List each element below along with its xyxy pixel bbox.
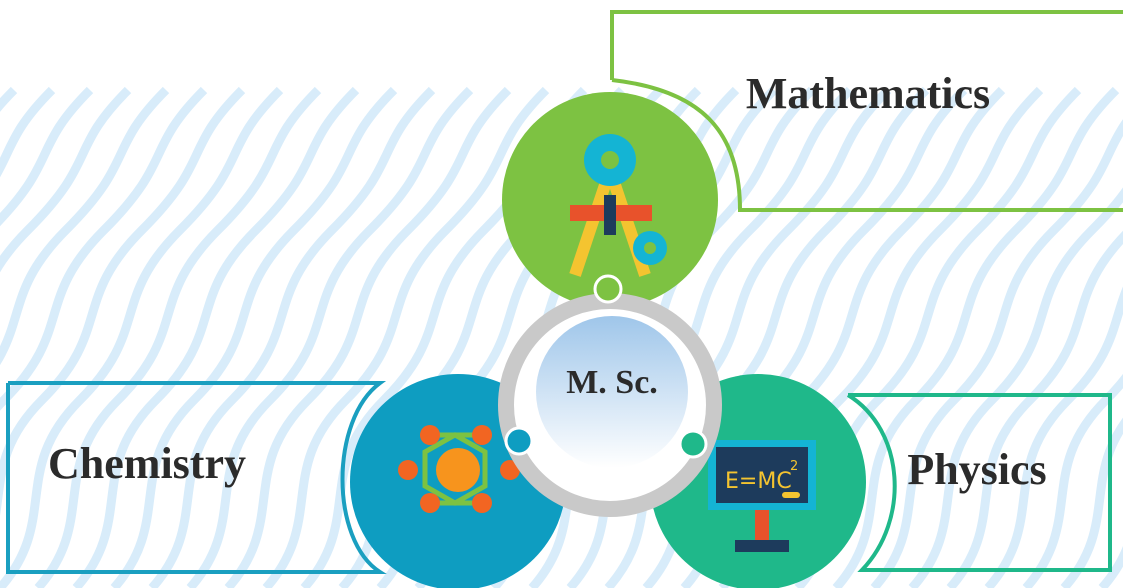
chemistry-label: Chemistry (48, 439, 246, 488)
wave (0, 86, 94, 227)
wave (832, 86, 1120, 588)
wave (1022, 373, 1123, 588)
wave (34, 86, 322, 588)
mathematics-frame (610, 10, 1123, 212)
wave (148, 86, 436, 588)
wave (0, 86, 132, 273)
wave (224, 86, 512, 588)
connector-dot (504, 426, 534, 456)
wave (0, 86, 208, 412)
physics-frame (846, 393, 1112, 572)
wave (0, 86, 56, 178)
wave (870, 119, 1123, 588)
connector-dot (678, 429, 708, 459)
connector-dot (593, 274, 623, 304)
formula-text: E=MC (725, 469, 792, 494)
wave (186, 86, 474, 588)
wave (1060, 417, 1123, 588)
wave (0, 86, 284, 588)
formula-superscript: 2 (790, 459, 798, 474)
chemistry-frame (6, 381, 387, 574)
wave (908, 187, 1123, 588)
wave (984, 286, 1123, 588)
wave (72, 86, 360, 588)
wave (946, 230, 1123, 588)
compass-icon (569, 134, 667, 277)
mathematics-label: Mathematics (746, 69, 990, 118)
molecule-icon (398, 425, 520, 513)
center-label: M. Sc. (566, 364, 658, 401)
center-circle (536, 316, 688, 468)
physics-label: Physics (907, 445, 1046, 494)
wave (0, 86, 170, 366)
wave (110, 86, 398, 588)
blackboard-icon: E=MC 2 (708, 440, 816, 552)
wave (0, 86, 246, 516)
wave (262, 86, 550, 588)
